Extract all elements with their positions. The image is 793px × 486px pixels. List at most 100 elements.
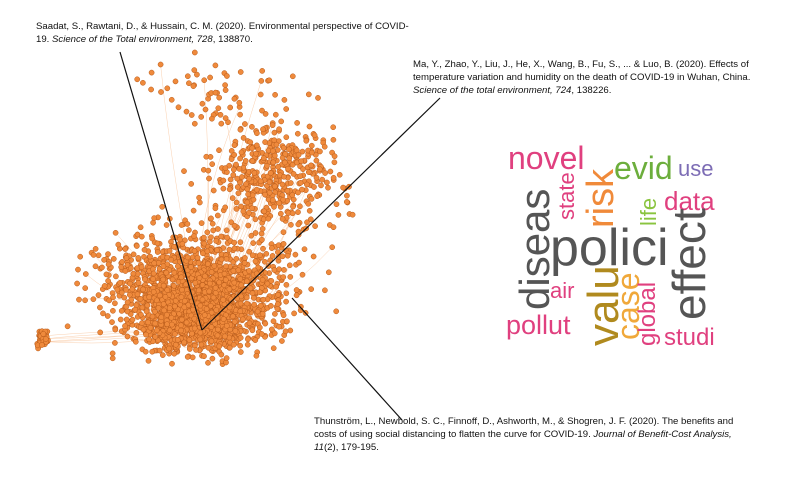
network-node [260,126,266,133]
network-node [112,229,119,236]
network-node [253,186,260,193]
network-node [216,94,223,101]
network-node [257,91,264,98]
network-node [140,79,146,86]
network-node [206,280,213,287]
network-node [147,253,153,260]
network-node [330,174,337,181]
network-node [118,264,125,270]
network-node [237,308,244,315]
network-node [290,203,296,210]
network-node [178,327,184,334]
network-node [286,155,293,162]
network-node [256,324,263,331]
network-node [214,247,220,253]
network-node [166,305,173,311]
network-node [325,184,331,191]
network-node [231,245,238,252]
network-node [280,196,287,203]
network-node [139,320,145,326]
network-node [209,161,216,167]
network-node [160,301,167,307]
network-node [311,132,318,139]
network-node [253,352,260,359]
network-node [40,331,47,337]
network-node [169,321,175,328]
citation-saadat: Saadat, S., Rawtani, D., & Hussain, C. M… [36,20,416,46]
network-node [295,151,302,158]
network-node [127,280,133,287]
word-novel: novel [508,140,585,176]
network-node [239,174,245,180]
network-node [208,215,214,222]
network-node [275,163,281,170]
network-node [252,230,259,236]
network-node [230,313,236,320]
network-node [301,246,308,253]
network-node [265,215,272,222]
network-node [264,280,271,287]
network-node [276,323,282,330]
network-node [222,82,228,88]
network-node [193,347,199,353]
network-node [164,287,171,293]
network-node [258,230,265,237]
network-node [286,262,293,269]
network-node [188,264,194,270]
network-node [279,154,286,161]
network-node [172,297,179,304]
network-node [305,91,312,98]
network-node [132,338,139,345]
network-node [312,223,318,229]
network-node [201,234,207,241]
network-node [295,228,302,235]
network-node [205,261,211,267]
network-node [190,306,196,313]
network-node [297,179,304,186]
network-node [285,165,291,172]
network-node [274,301,281,307]
network-node [271,267,278,273]
network-node [308,162,314,169]
network-node [197,302,204,309]
word-use: use [678,156,714,181]
network-node [231,318,238,325]
network-node [236,99,243,106]
network-node [233,206,240,212]
network-node [259,68,266,74]
network-node [280,241,287,247]
network-node [306,123,313,130]
network-node [166,247,173,254]
network-node [149,235,156,242]
network-node [250,295,257,301]
network-node [140,286,146,293]
citation-tail: (2), 179-195. [323,442,379,454]
network-node [222,277,229,283]
network-node [172,331,178,337]
network-node [223,263,229,270]
network-node [158,89,164,95]
network-node [249,327,256,334]
network-node [324,179,330,186]
network-node [202,273,208,280]
network-node [231,239,238,246]
network-node [210,187,217,194]
network-node [201,77,208,84]
network-node [122,323,128,329]
network-node [237,334,244,341]
network-node [246,268,252,274]
network-node [207,302,214,309]
network-node [171,282,177,289]
network-node [171,269,178,276]
network-node [112,340,118,346]
network-node [237,126,244,133]
network-node [100,310,106,317]
network-node [190,83,197,89]
network-node [272,91,278,98]
network-node [258,331,265,337]
network-node [261,208,268,215]
network-node [308,286,315,292]
network-node [179,316,185,323]
network-node [210,294,217,301]
network-node [269,253,276,259]
